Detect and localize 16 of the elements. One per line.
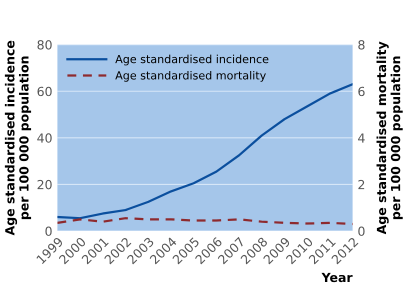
y-tick-label: 80 bbox=[37, 40, 52, 50]
line-series bbox=[57, 83, 353, 220]
x-axis-title: Year bbox=[321, 272, 353, 282]
y2-axis-title: Age standardised mortality per 100 000 population bbox=[376, 42, 403, 234]
y-axis-title: Age standardised incidence per 100 000 population bbox=[4, 40, 32, 236]
y2-tick-label: 6 bbox=[358, 86, 365, 96]
y2-tick-label: 0 bbox=[358, 226, 365, 236]
y-tick-label: 0 bbox=[45, 226, 52, 236]
legend-label: Age standardised incidence bbox=[115, 54, 268, 66]
y2-tick-label: 2 bbox=[358, 180, 364, 190]
y-tick-label: 40 bbox=[37, 133, 52, 143]
y-tick-label: 60 bbox=[38, 86, 52, 96]
y2-tick-label: 8 bbox=[358, 40, 365, 50]
y2-tick-label: 4 bbox=[358, 133, 365, 143]
legend-label: Age standardised mortality bbox=[115, 70, 266, 82]
y-tick-label: 20 bbox=[38, 180, 52, 190]
